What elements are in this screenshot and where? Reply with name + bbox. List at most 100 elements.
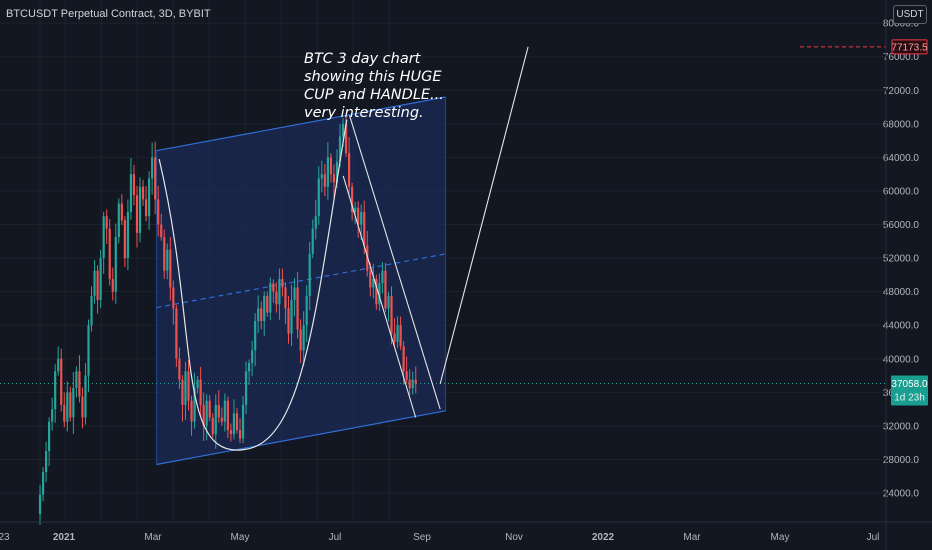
bearish-candle[interactable]: [63, 404, 66, 422]
bearish-candle[interactable]: [69, 392, 72, 418]
bullish-candle[interactable]: [381, 270, 384, 284]
bearish-candle[interactable]: [390, 295, 393, 334]
bullish-candle[interactable]: [326, 157, 329, 187]
bullish-candle[interactable]: [396, 325, 399, 342]
bullish-candle[interactable]: [99, 258, 102, 301]
bearish-candle[interactable]: [81, 396, 84, 418]
bearish-candle[interactable]: [187, 371, 190, 401]
bearish-candle[interactable]: [235, 413, 239, 431]
bullish-candle[interactable]: [223, 400, 226, 422]
bearish-candle[interactable]: [132, 174, 136, 196]
bullish-candle[interactable]: [387, 295, 390, 309]
bearish-candle[interactable]: [238, 430, 242, 439]
bullish-candle[interactable]: [372, 279, 375, 288]
bearish-candle[interactable]: [357, 207, 360, 225]
bearish-candle[interactable]: [123, 220, 126, 259]
bullish-candle[interactable]: [102, 216, 105, 259]
bullish-candle[interactable]: [360, 211, 363, 225]
scale-unit-button[interactable]: USDT: [893, 5, 927, 24]
bearish-candle[interactable]: [408, 379, 411, 389]
bearish-candle[interactable]: [296, 287, 299, 330]
bearish-candle[interactable]: [399, 325, 402, 347]
bullish-candle[interactable]: [302, 325, 305, 351]
bullish-candle[interactable]: [75, 371, 78, 389]
bearish-candle[interactable]: [229, 430, 233, 435]
bullish-candle[interactable]: [317, 178, 320, 217]
bearish-candle[interactable]: [414, 379, 417, 384]
bearish-candle[interactable]: [202, 404, 205, 426]
bearish-candle[interactable]: [405, 371, 408, 380]
bullish-candle[interactable]: [248, 362, 251, 372]
bearish-candle[interactable]: [78, 371, 81, 397]
bullish-candle[interactable]: [126, 211, 129, 259]
bullish-candle[interactable]: [129, 174, 133, 212]
bearish-candle[interactable]: [281, 279, 284, 288]
bearish-candle[interactable]: [375, 279, 378, 305]
bullish-candle[interactable]: [90, 295, 93, 326]
bearish-candle[interactable]: [96, 270, 99, 301]
bearish-candle[interactable]: [260, 308, 263, 322]
bullish-candle[interactable]: [84, 375, 87, 418]
bearish-candle[interactable]: [141, 186, 145, 200]
bearish-candle[interactable]: [275, 291, 278, 305]
bullish-candle[interactable]: [263, 295, 266, 322]
bearish-candle[interactable]: [347, 153, 351, 187]
bearish-candle[interactable]: [272, 283, 275, 292]
bullish-candle[interactable]: [241, 404, 245, 439]
bullish-candle[interactable]: [166, 249, 169, 271]
bullish-candle[interactable]: [72, 388, 75, 418]
bearish-candle[interactable]: [351, 186, 354, 212]
bearish-candle[interactable]: [199, 379, 202, 405]
bullish-candle[interactable]: [196, 379, 199, 389]
bullish-candle[interactable]: [320, 174, 323, 179]
bearish-candle[interactable]: [332, 174, 336, 183]
bullish-candle[interactable]: [293, 287, 296, 301]
bearish-candle[interactable]: [384, 270, 387, 309]
bearish-candle[interactable]: [287, 308, 290, 334]
bullish-candle[interactable]: [254, 321, 257, 351]
bullish-candle[interactable]: [378, 283, 381, 305]
bullish-candle[interactable]: [184, 371, 187, 405]
bearish-candle[interactable]: [226, 400, 229, 431]
bullish-candle[interactable]: [244, 371, 248, 405]
bullish-candle[interactable]: [57, 358, 60, 372]
bearish-candle[interactable]: [154, 157, 157, 200]
bullish-candle[interactable]: [66, 392, 69, 422]
bearish-candle[interactable]: [393, 333, 396, 342]
bullish-candle[interactable]: [278, 279, 281, 305]
bearish-candle[interactable]: [323, 174, 326, 187]
bearish-candle[interactable]: [402, 346, 405, 372]
bullish-candle[interactable]: [341, 123, 345, 137]
bullish-candle[interactable]: [290, 300, 293, 334]
bullish-candle[interactable]: [93, 270, 96, 296]
bearish-candle[interactable]: [190, 400, 193, 422]
bearish-candle[interactable]: [178, 358, 181, 380]
bearish-candle[interactable]: [60, 358, 63, 405]
bearish-candle[interactable]: [105, 216, 108, 229]
bearish-candle[interactable]: [111, 279, 114, 292]
bullish-candle[interactable]: [38, 494, 42, 514]
bullish-candle[interactable]: [138, 186, 142, 233]
bullish-candle[interactable]: [305, 295, 308, 326]
bullish-candle[interactable]: [411, 379, 414, 389]
bullish-candle[interactable]: [205, 400, 208, 426]
text-annotation[interactable]: BTC 3 day chart showing this HUGE CUP an…: [304, 50, 514, 122]
bullish-candle[interactable]: [311, 228, 314, 254]
bullish-candle[interactable]: [251, 350, 254, 363]
bullish-candle[interactable]: [335, 161, 339, 183]
bearish-candle[interactable]: [363, 211, 366, 246]
bullish-candle[interactable]: [308, 253, 311, 296]
bearish-candle[interactable]: [163, 237, 166, 271]
bullish-candle[interactable]: [148, 178, 151, 217]
bearish-candle[interactable]: [172, 287, 175, 309]
bullish-candle[interactable]: [44, 451, 48, 473]
bearish-candle[interactable]: [211, 417, 214, 435]
bearish-candle[interactable]: [208, 400, 211, 418]
bullish-candle[interactable]: [354, 207, 357, 212]
bullish-candle[interactable]: [54, 371, 57, 410]
bullish-candle[interactable]: [41, 472, 45, 495]
bullish-candle[interactable]: [269, 283, 272, 313]
bearish-candle[interactable]: [266, 295, 269, 313]
